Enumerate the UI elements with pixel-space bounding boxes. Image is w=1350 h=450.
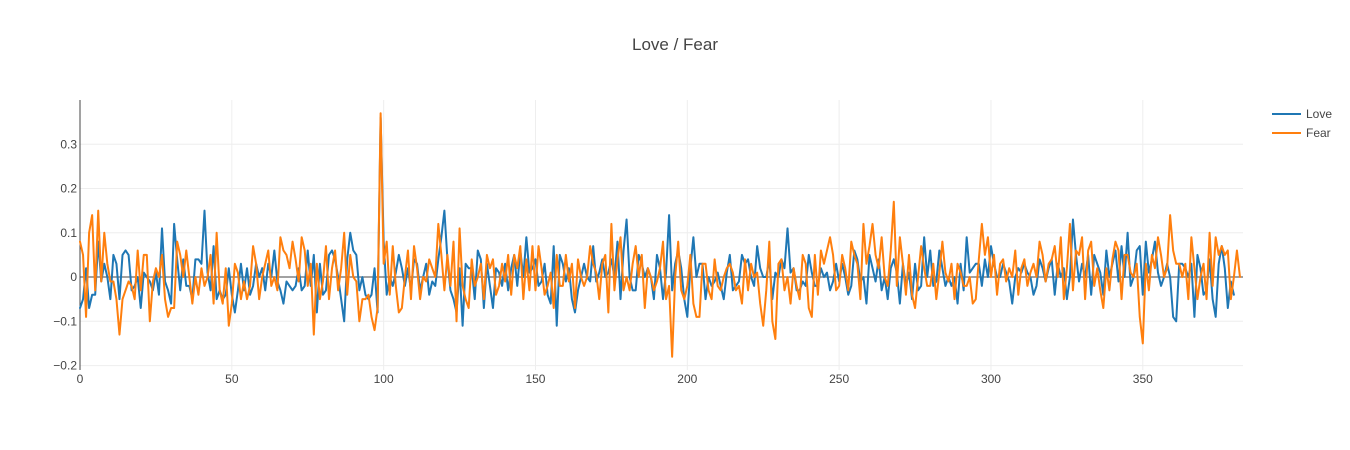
legend-label-fear: Fear [1306, 126, 1331, 140]
y-tick-label: −0.1 [53, 314, 77, 328]
y-tick-label: 0.3 [60, 137, 77, 151]
gridlines [80, 100, 1243, 370]
x-tick-label: 250 [829, 372, 849, 386]
x-tick-label: 50 [225, 372, 239, 386]
y-tick-label: −0.2 [53, 359, 77, 373]
y-tick-label: 0.1 [60, 226, 77, 240]
x-tick-label: 100 [374, 372, 394, 386]
axes: 0 50 100 150 200 250 300 350 −0.2 −0.1 0 0.1 0.2 0.3 [53, 100, 1243, 386]
y-tick-label: 0 [70, 270, 77, 284]
series-lines [79, 112, 1241, 358]
legend: Love Fear [1272, 107, 1332, 140]
x-tick-label: 350 [1133, 372, 1153, 386]
chart-title: Love / Fear [632, 35, 718, 54]
x-tick-label: 200 [677, 372, 697, 386]
series-line-love [79, 116, 1235, 327]
legend-label-love: Love [1306, 107, 1332, 121]
x-tick-label: 300 [981, 372, 1001, 386]
x-tick-label: 0 [77, 372, 84, 386]
y-tick-label: 0.2 [60, 182, 77, 196]
series-line-fear [79, 112, 1241, 358]
x-tick-label: 150 [525, 372, 545, 386]
